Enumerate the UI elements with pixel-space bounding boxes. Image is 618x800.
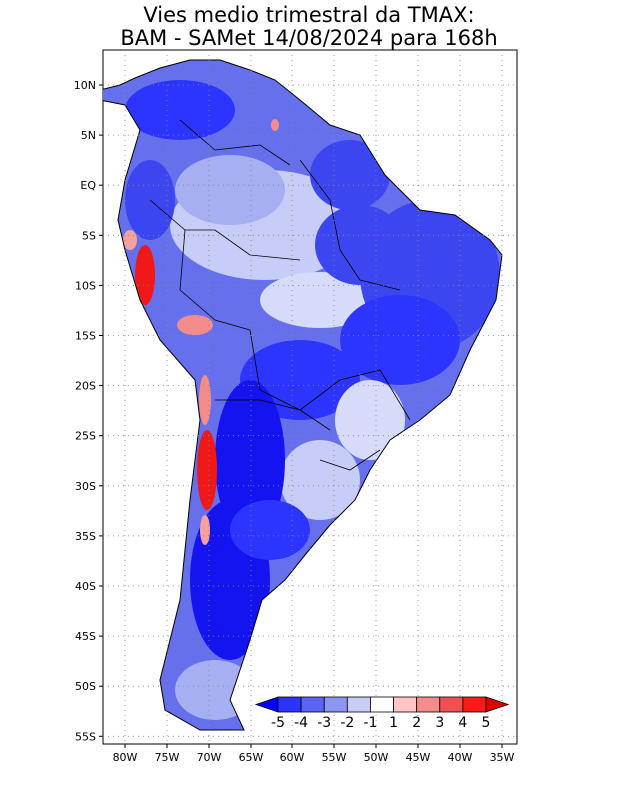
lon-tick-label: 40W — [448, 751, 473, 764]
latitude-axis: 10N 5N EQ 5S 10S 15S 20S 25S 30S 35S 40S 45S 50S 55S — [74, 79, 103, 743]
andes-warm-anomaly-chile — [197, 430, 217, 510]
lat-tick-label: 20S — [75, 380, 96, 393]
colorbar-box — [462, 696, 487, 713]
lat-tick-label: EQ — [80, 179, 96, 192]
lat-tick-label: 30S — [75, 480, 96, 493]
colorbar-arrow-high — [485, 696, 510, 713]
lon-tick-label: 55W — [322, 751, 347, 764]
lat-lon-grid — [103, 50, 517, 744]
lat-tick-label: 45S — [75, 630, 96, 643]
colorbar-box — [346, 696, 371, 713]
lon-tick-label: 60W — [280, 751, 305, 764]
colorbar-box — [300, 696, 325, 713]
lat-tick-label: 10N — [74, 79, 96, 92]
colorbar-box — [323, 696, 348, 713]
colorbar-label: 5 — [482, 715, 491, 731]
colorbar-label: -5 — [271, 715, 285, 731]
colorbar-label: 2 — [412, 715, 421, 731]
argentina-deep-blue-region — [215, 380, 285, 540]
lat-tick-label: 15S — [75, 330, 96, 343]
colorbar-label: -4 — [294, 715, 308, 731]
colorbar-box — [439, 696, 464, 713]
colorbar-label: -1 — [363, 715, 377, 731]
lon-tick-label: 70W — [197, 751, 222, 764]
lat-tick-label: 10S — [75, 279, 96, 292]
colorbar: -5 -4 -3 -2 -1 1 2 3 4 5 — [254, 696, 510, 731]
colorbar-label: 1 — [389, 715, 398, 731]
lon-tick-label: 35W — [490, 751, 515, 764]
colorbar-label: 4 — [458, 715, 467, 731]
lat-tick-label: 55S — [75, 730, 96, 743]
colorbar-box — [277, 696, 302, 713]
lat-tick-label: 5N — [81, 129, 96, 142]
longitude-axis: 80W 75W 70W 65W 60W 55W 50W 45W 40W 35W — [113, 744, 515, 764]
map-title-line1: Vies medio trimestral da TMAX: — [143, 3, 475, 27]
coastline — [103, 59, 503, 731]
anomaly-field — [103, 59, 503, 731]
country-borders — [149, 119, 411, 471]
lon-tick-label: 50W — [364, 751, 389, 764]
lon-tick-label: 80W — [113, 751, 138, 764]
lon-tick-label: 65W — [239, 751, 264, 764]
lat-tick-label: 40S — [75, 580, 96, 593]
map-title-line2: BAM - SAMet 14/08/2024 para 168h — [120, 26, 498, 50]
lat-tick-label: 5S — [82, 229, 96, 242]
colorbar-box — [416, 696, 441, 713]
colorbar-box — [393, 696, 418, 713]
lon-tick-label: 75W — [155, 751, 180, 764]
colorbar-box — [370, 696, 394, 713]
lat-tick-label: 50S — [75, 680, 96, 693]
lon-tick-label: 45W — [406, 751, 431, 764]
andes-warm-anomaly-peru — [135, 245, 155, 305]
lat-tick-label: 25S — [75, 430, 96, 443]
colorbar-label: -3 — [317, 715, 331, 731]
colorbar-label: -2 — [340, 715, 354, 731]
colorbar-label: 3 — [435, 715, 444, 731]
lat-tick-label: 35S — [75, 530, 96, 543]
